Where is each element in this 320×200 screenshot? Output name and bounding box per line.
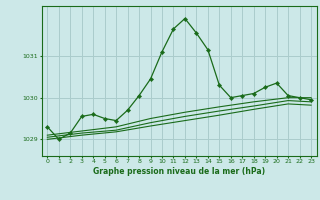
X-axis label: Graphe pression niveau de la mer (hPa): Graphe pression niveau de la mer (hPa) (93, 167, 265, 176)
